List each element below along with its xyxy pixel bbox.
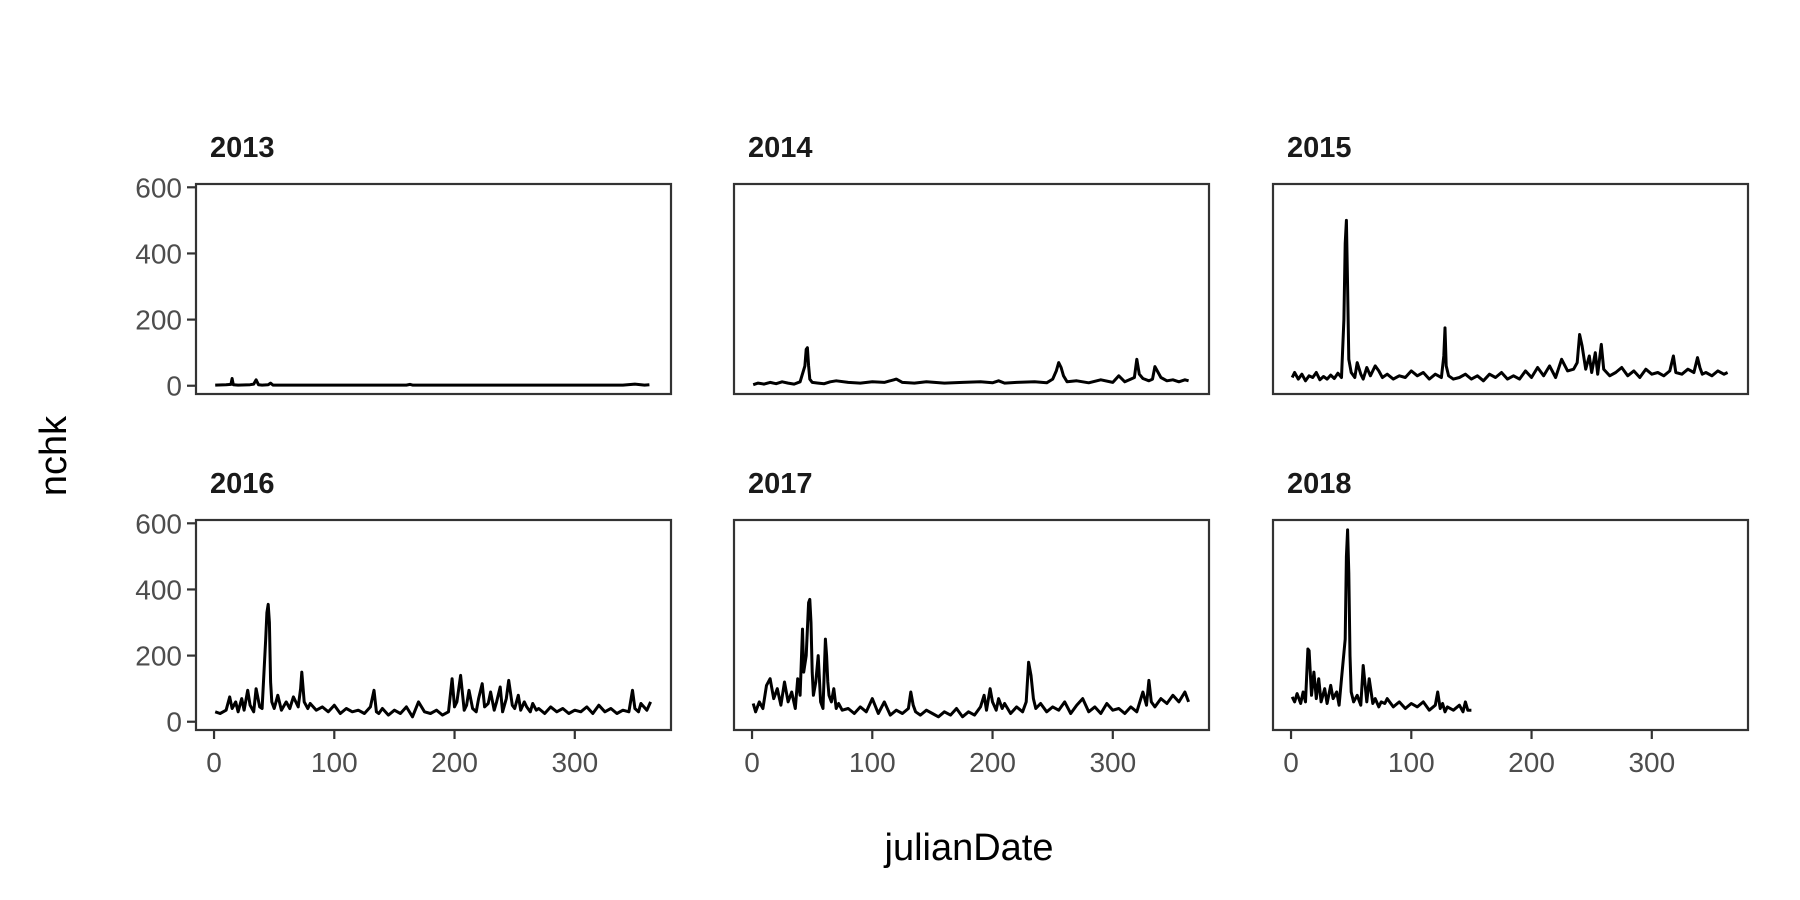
x-tick-label: 0 xyxy=(206,747,222,778)
x-tick-label: 300 xyxy=(1089,747,1136,778)
x-tick-label: 300 xyxy=(1628,747,1675,778)
x-tick-label: 200 xyxy=(1508,747,1555,778)
series-line-2013 xyxy=(215,377,650,387)
x-axis-title: julianDate xyxy=(884,827,1054,869)
x-tick-label: 100 xyxy=(311,747,358,778)
panel-title: 2016 xyxy=(210,468,275,500)
panel-2014: 2014 xyxy=(732,132,1211,396)
panel-title: 2013 xyxy=(210,132,275,164)
y-tick-label: 600 xyxy=(135,508,182,539)
series-line-2018 xyxy=(1290,528,1472,714)
panel-frame xyxy=(1271,182,1750,396)
series-line-2015 xyxy=(1290,218,1729,383)
x-tick-label: 100 xyxy=(1388,747,1435,778)
series-line-2014 xyxy=(752,346,1189,387)
panel-frame xyxy=(194,182,673,396)
panel-title: 2014 xyxy=(748,132,813,164)
y-tick-label: 400 xyxy=(135,574,182,605)
y-tick-label: 200 xyxy=(135,641,182,672)
panel-frame xyxy=(732,182,1211,396)
x-tick-label: 200 xyxy=(969,747,1016,778)
panel-title: 2017 xyxy=(748,468,813,500)
panel-2015: 2015 xyxy=(1271,132,1750,396)
series-line-2016 xyxy=(214,602,652,719)
panel-2017: 2017 0 100 200 300 xyxy=(732,468,1211,778)
series-line-2017 xyxy=(751,597,1191,719)
panel-title: 2018 xyxy=(1287,468,1352,500)
panel-2016: 2016 0 200 400 600 0 100 200 300 xyxy=(135,468,673,778)
y-tick-label: 0 xyxy=(166,707,182,738)
chart-panels: 2013 0 200 400 600 2014 2015 2016 0 200 400 600 0 100… xyxy=(135,132,1750,778)
y-tick-label: 600 xyxy=(135,172,182,203)
y-tick-label: 200 xyxy=(135,305,182,336)
y-axis-title: nchk xyxy=(33,415,75,496)
panel-frame xyxy=(732,518,1211,732)
x-tick-label: 100 xyxy=(849,747,896,778)
panel-title: 2015 xyxy=(1287,132,1352,164)
panel-2018: 2018 0 100 200 300 xyxy=(1271,468,1750,778)
x-tick-label: 0 xyxy=(744,747,760,778)
x-tick-label: 0 xyxy=(1283,747,1299,778)
panel-frame xyxy=(1271,518,1750,732)
x-tick-label: 200 xyxy=(431,747,478,778)
panel-frame xyxy=(194,518,673,732)
y-tick-label: 0 xyxy=(166,371,182,402)
y-tick-label: 400 xyxy=(135,238,182,269)
x-tick-label: 300 xyxy=(551,747,598,778)
panel-2013: 2013 0 200 400 600 xyxy=(135,132,673,402)
